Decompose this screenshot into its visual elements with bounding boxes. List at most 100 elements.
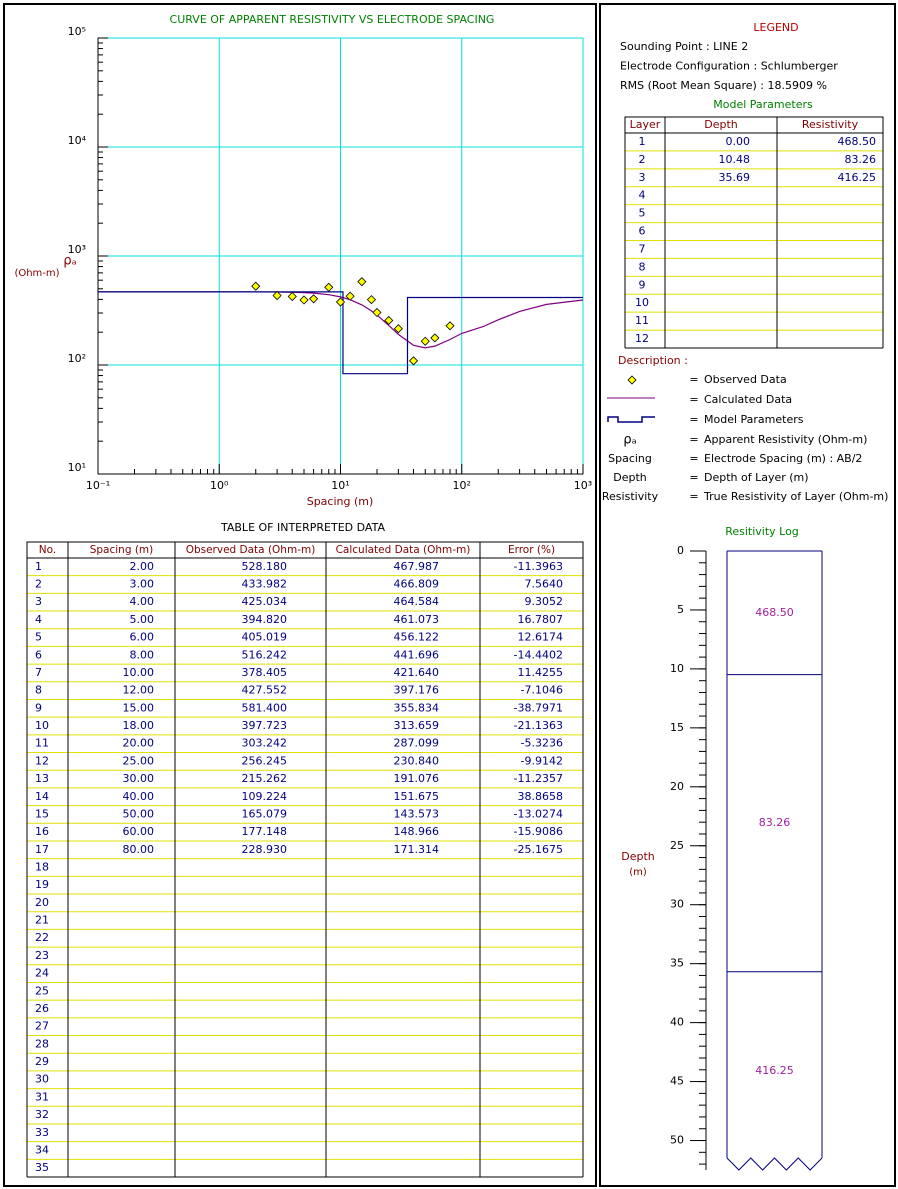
table-cell: 405.019 <box>242 631 288 644</box>
table-cell: 34 <box>35 1143 49 1156</box>
description-label: Resistivity <box>602 490 659 503</box>
x-tick-label: 10² <box>453 479 471 492</box>
observed-point <box>366 295 377 305</box>
table-cell: 143.573 <box>394 807 440 820</box>
log-zigzag <box>726 1157 823 1171</box>
table-cell: 516.242 <box>242 648 288 661</box>
log-tick-label: 5 <box>677 603 684 616</box>
table-cell: 433.982 <box>242 578 288 591</box>
legend-label: Calculated Data <box>704 393 792 406</box>
observed-point <box>357 277 367 287</box>
model-cell: 5 <box>639 207 646 220</box>
table-cell: 4 <box>35 613 42 626</box>
observed-point <box>287 291 297 302</box>
table-cell: 165.079 <box>242 807 288 820</box>
table-cell: 394.820 <box>242 613 288 626</box>
legend-separator: = <box>689 490 698 503</box>
table-cell: 397.723 <box>242 719 288 732</box>
legend-separator: = <box>689 413 698 426</box>
observed-point <box>393 324 403 334</box>
table-cell: 466.809 <box>394 578 440 591</box>
table-cell: 25.00 <box>123 754 155 767</box>
table-cell: 461.073 <box>394 613 440 626</box>
table-cell: -9.9142 <box>521 754 563 767</box>
table-cell: 11 <box>35 737 49 750</box>
log-tick-label: 0 <box>677 544 684 557</box>
observed-point <box>324 282 334 292</box>
table-cell: 28 <box>35 1037 49 1050</box>
legend-separator: = <box>689 393 698 406</box>
table-cell: 13 <box>35 772 49 785</box>
table-cell: 20.00 <box>123 737 155 750</box>
table-cell: 8 <box>35 684 42 697</box>
table-cell: 25 <box>35 984 49 997</box>
observed-point <box>445 321 455 331</box>
table-cell: 6.00 <box>130 631 155 644</box>
table-cell: 19 <box>35 878 49 891</box>
table-cell: 191.076 <box>394 772 440 785</box>
y-tick-label: 10² <box>68 352 86 365</box>
table-cell: 3.00 <box>130 578 155 591</box>
table-cell: 17 <box>35 843 49 856</box>
description-text: True Resistivity of Layer (Ohm-m) <box>703 490 888 503</box>
table-cell: 228.930 <box>242 843 288 856</box>
table-cell: 40.00 <box>123 790 155 803</box>
model-header: Resistivity <box>802 118 859 131</box>
model-cell: 6 <box>639 225 646 238</box>
table-cell: 528.180 <box>242 560 288 573</box>
legend-separator: = <box>689 373 698 386</box>
log-y-label: Depth <box>621 850 655 863</box>
y-tick-label: 10¹ <box>68 461 86 474</box>
table-cell: 33 <box>35 1126 49 1139</box>
model-cell: 10 <box>635 296 649 309</box>
model-cell: 12 <box>635 332 649 345</box>
table-cell: 2 <box>35 578 42 591</box>
legend-symbol <box>627 375 637 385</box>
model-cell: 468.50 <box>838 135 877 148</box>
observed-point <box>335 297 346 307</box>
legend-info: Sounding Point : LINE 2 <box>620 40 748 53</box>
table-header: Spacing (m) <box>90 544 154 556</box>
table-cell: 427.552 <box>242 684 288 697</box>
model-cell: 10.48 <box>719 153 751 166</box>
model-cell: 8 <box>639 260 646 273</box>
log-title: Resitivity Log <box>725 525 799 538</box>
description-text: Depth of Layer (m) <box>704 471 809 484</box>
y-axis-unit: (Ohm-m) <box>14 268 59 279</box>
table-cell: 27 <box>35 1020 49 1033</box>
log-tick-label: 20 <box>670 780 684 793</box>
log-tick-label: 45 <box>670 1075 684 1088</box>
table-cell: 467.987 <box>394 560 440 573</box>
description-text: Electrode Spacing (m) : AB/2 <box>704 452 862 465</box>
x-tick-label: 10³ <box>574 479 592 492</box>
table-title: TABLE OF INTERPRETED DATA <box>220 521 385 534</box>
table-header: Error (%) <box>508 544 555 556</box>
legend-label: Model Parameters <box>704 413 804 426</box>
layer-value: 416.25 <box>755 1064 794 1077</box>
table-cell: 256.245 <box>242 754 288 767</box>
model-cell: 2 <box>639 153 646 166</box>
table-cell: -38.7971 <box>514 701 563 714</box>
table-cell: 177.148 <box>242 825 288 838</box>
table-cell: 35 <box>35 1161 49 1174</box>
observed-point <box>251 281 261 291</box>
table-cell: 6 <box>35 648 42 661</box>
table-cell: 30 <box>35 1073 49 1086</box>
y-tick-label: 10⁴ <box>68 134 87 147</box>
table-cell: 29 <box>35 1055 49 1068</box>
table-cell: 38.8658 <box>518 790 564 803</box>
table-cell: 109.224 <box>242 790 288 803</box>
log-tick-label: 15 <box>670 721 684 734</box>
table-cell: 421.640 <box>394 666 440 679</box>
table-cell: 11.4255 <box>518 666 564 679</box>
table-cell: 441.696 <box>394 648 440 661</box>
x-tick-label: 10⁻¹ <box>86 479 110 492</box>
table-cell: 456.122 <box>394 631 440 644</box>
log-tick-label: 50 <box>670 1134 684 1147</box>
table-cell: 7 <box>35 666 42 679</box>
table-cell: 9.3052 <box>525 595 564 608</box>
legend-separator: = <box>689 452 698 465</box>
table-cell: -13.0274 <box>514 807 563 820</box>
legend-separator: = <box>689 471 698 484</box>
